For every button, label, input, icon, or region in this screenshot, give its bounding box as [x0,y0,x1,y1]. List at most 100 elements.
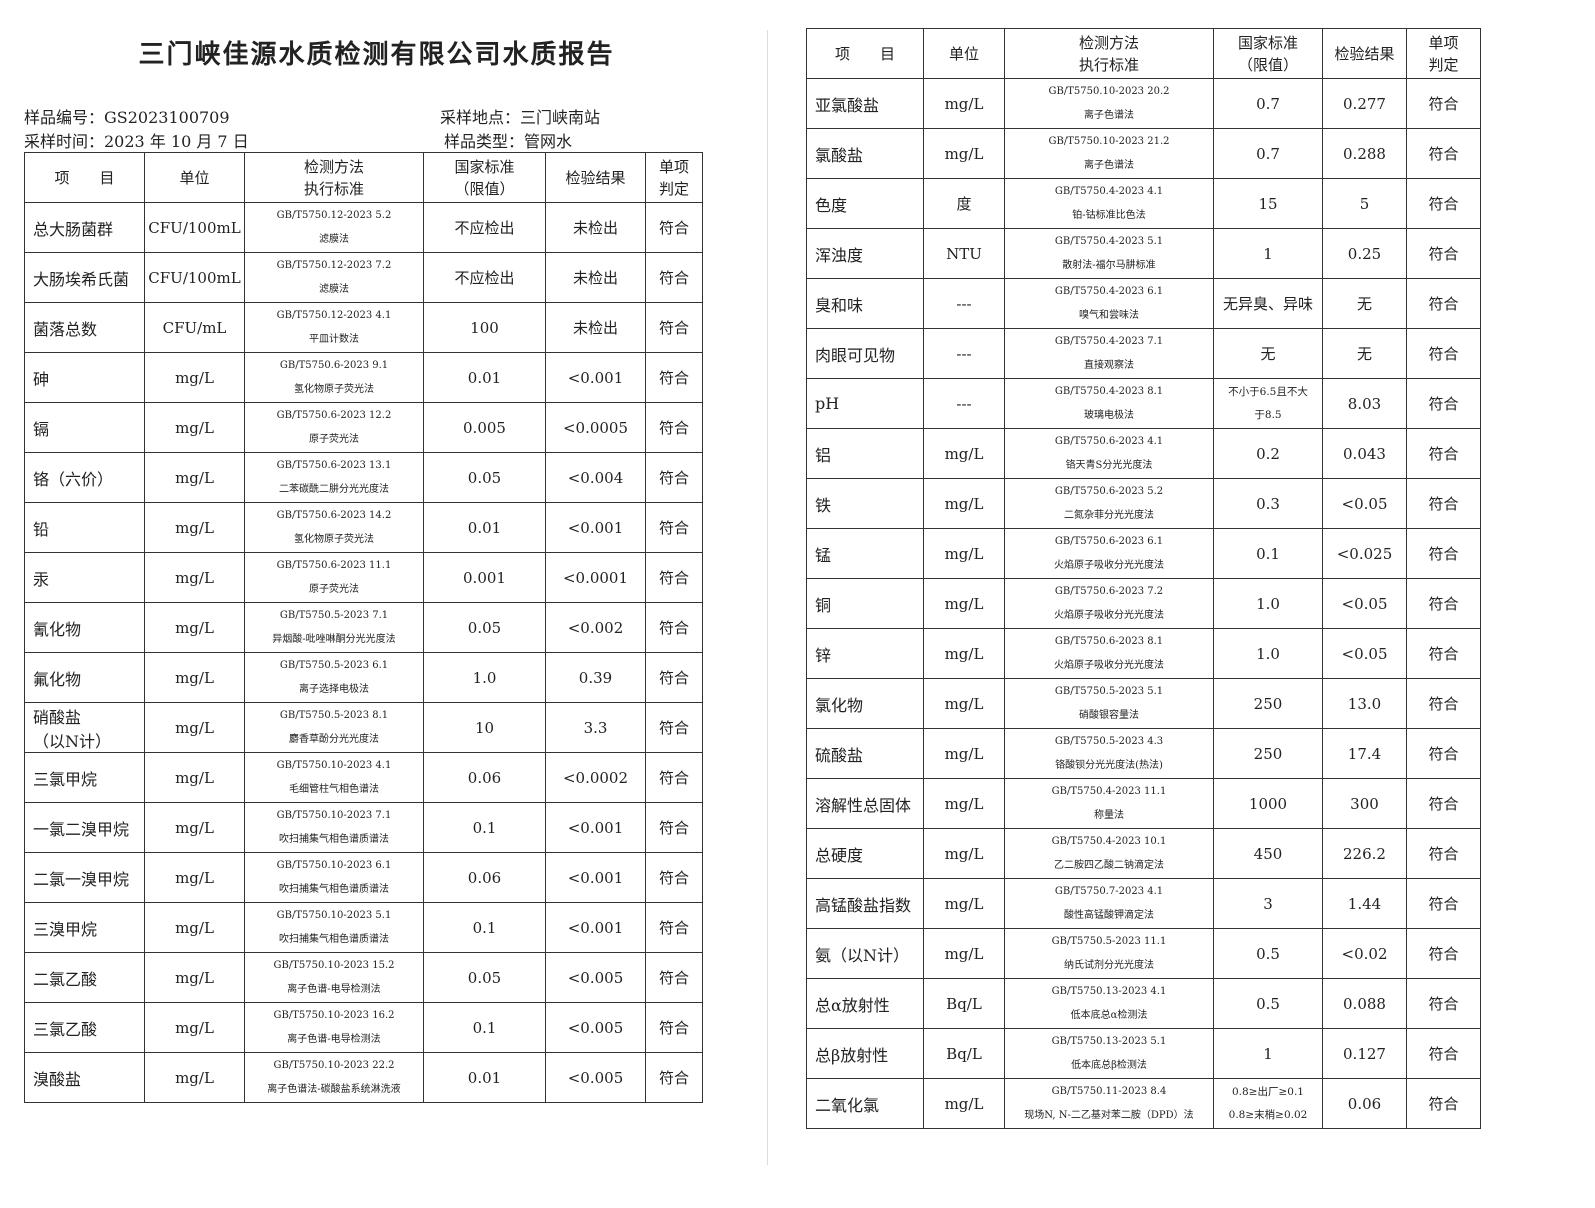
cell-unit: mg/L [144,502,245,553]
cell-standard-limit: 0.1 [423,802,546,853]
cell-result: 0.088 [1322,978,1407,1029]
table-row: 铬（六价） mg/L GB/T5750.6-2023 13.1 二苯碳酰二肼分光光度法… [24,452,703,503]
cell-method: GB/T5750.13-2023 5.1 低本底总β检测法 [1004,1028,1214,1079]
cell-item-name: 二氯乙酸 [24,952,145,1003]
table-row: 三氯甲烷 mg/L GB/T5750.10-2023 4.1 毛细管柱气相色谱法 0.0… [24,752,703,803]
table-row: 铝 mg/L GB/T5750.6-2023 4.1 铬天青S分光光度法 0.2 0.04… [806,428,1481,479]
cell-item-name: 三氯乙酸 [24,1002,145,1053]
header-unit: 单位 [144,152,245,203]
cell-result: 0.277 [1322,78,1407,129]
cell-standard-limit: 3 [1213,878,1323,929]
cell-result: 226.2 [1322,828,1407,879]
cell-method: GB/T5750.12-2023 7.2 滤膜法 [244,252,424,303]
table-row: 总α放射性 Bq/L GB/T5750.13-2023 4.1 低本底总α检测法 0.5… [806,978,1481,1029]
cell-unit: mg/L [144,652,245,703]
cell-unit: mg/L [144,702,245,753]
header-method: 检测方法 执行标准 [1004,28,1214,79]
cell-unit: CFU/100mL [144,252,245,303]
table-row: 硝酸盐 （以N计） mg/L GB/T5750.5-2023 8.1 麝香草酚分光光度法… [24,702,703,753]
table-row: 三氯乙酸 mg/L GB/T5750.10-2023 16.2 离子色谱-电导检测法 0… [24,1002,703,1053]
table-row: 锌 mg/L GB/T5750.6-2023 8.1 火焰原子吸收分光光度法 1.0 <0… [806,628,1481,679]
table-row: 总大肠菌群 CFU/100mL GB/T5750.12-2023 5.2 滤膜法 不应检… [24,202,703,253]
cell-item-name: 铁 [806,478,924,529]
cell-method: GB/T5750.6-2023 11.1 原子荧光法 [244,552,424,603]
cell-result: 0.39 [545,652,646,703]
table-row: 高锰酸盐指数 mg/L GB/T5750.7-2023 4.1 酸性高锰酸钾滴定法 3 1… [806,878,1481,929]
cell-method: GB/T5750.10-2023 5.1 吹扫捕集气相色谱质谱法 [244,902,424,953]
cell-result: <0.002 [545,602,646,653]
cell-unit: mg/L [144,1052,245,1103]
cell-method: GB/T5750.13-2023 4.1 低本底总α检测法 [1004,978,1214,1029]
cell-standard-limit: 100 [423,302,546,353]
table-row: 汞 mg/L GB/T5750.6-2023 11.1 原子荧光法 0.001 <0.00… [24,552,703,603]
cell-standard-limit: 无 [1213,328,1323,379]
cell-judgement: 符合 [1406,328,1481,379]
cell-standard-limit: 0.7 [1213,128,1323,179]
cell-item-name: 汞 [24,552,145,603]
results-table-right: 项 目单位 检测方法 执行标准 国家标准 （限值） 检验结果 单项 判定 亚氯酸盐 mg/L GB/… [806,28,1481,1129]
cell-unit: mg/L [923,478,1005,529]
header-method: 检测方法 执行标准 [244,152,424,203]
cell-unit: mg/L [144,952,245,1003]
cell-unit: mg/L [923,528,1005,579]
cell-item-name: 氟化物 [24,652,145,703]
cell-result: 0.043 [1322,428,1407,479]
cell-judgement: 符合 [1406,278,1481,329]
cell-judgement: 符合 [645,552,703,603]
cell-unit: --- [923,328,1005,379]
cell-standard-limit: 0.06 [423,852,546,903]
cell-item-name: 铅 [24,502,145,553]
cell-unit: mg/L [144,1002,245,1053]
cell-standard-limit: 0.7 [1213,78,1323,129]
header-unit: 单位 [923,28,1005,79]
cell-unit: mg/L [923,728,1005,779]
cell-standard-limit: 0.1 [1213,528,1323,579]
cell-standard-limit: 1 [1213,1028,1323,1079]
cell-standard-limit: 250 [1213,728,1323,779]
cell-unit: mg/L [144,752,245,803]
table-row: 砷 mg/L GB/T5750.6-2023 9.1 氢化物原子荧光法 0.01 <0.0… [24,352,703,403]
cell-unit: 度 [923,178,1005,229]
cell-item-name: 砷 [24,352,145,403]
cell-result: <0.05 [1322,628,1407,679]
cell-item-name: 铬（六价） [24,452,145,503]
cell-item-name: 总α放射性 [806,978,924,1029]
cell-standard-limit: 10 [423,702,546,753]
table-row: pH --- GB/T5750.4-2023 8.1 玻璃电极法 不小于6.5且不大 于8… [806,378,1481,429]
cell-unit: mg/L [144,452,245,503]
sample-time: 采样时间：2023 年 10 月 7 日 [24,132,249,151]
table-row: 氟化物 mg/L GB/T5750.5-2023 6.1 离子选择电极法 1.0 0.39… [24,652,703,703]
cell-item-name: 二氯一溴甲烷 [24,852,145,903]
cell-standard-limit: 0.01 [423,1052,546,1103]
cell-method: GB/T5750.4-2023 10.1 乙二胺四乙酸二钠滴定法 [1004,828,1214,879]
cell-item-name: 锰 [806,528,924,579]
cell-method: GB/T5750.10-2023 16.2 离子色谱-电导检测法 [244,1002,424,1053]
table-row: 铁 mg/L GB/T5750.6-2023 5.2 二氮杂菲分光光度法 0.3 <0.0… [806,478,1481,529]
cell-method: GB/T5750.10-2023 21.2 离子色谱法 [1004,128,1214,179]
cell-result: 0.127 [1322,1028,1407,1079]
cell-item-name: 肉眼可见物 [806,328,924,379]
table-row: 铜 mg/L GB/T5750.6-2023 7.2 火焰原子吸收分光光度法 1.0 <0… [806,578,1481,629]
cell-unit: Bq/L [923,1028,1005,1079]
cell-standard-limit: 0.5 [1213,978,1323,1029]
cell-result: 未检出 [545,302,646,353]
cell-standard-limit: 0.1 [423,1002,546,1053]
header-result: 检验结果 [1322,28,1407,79]
cell-unit: mg/L [923,778,1005,829]
cell-judgement: 符合 [645,302,703,353]
header-item-name: 项 目 [24,152,145,203]
cell-standard-limit: 0.3 [1213,478,1323,529]
cell-result: <0.005 [545,1052,646,1103]
cell-standard-limit: 不应检出 [423,252,546,303]
cell-unit: CFU/100mL [144,202,245,253]
cell-judgement: 符合 [1406,228,1481,279]
cell-method: GB/T5750.6-2023 7.2 火焰原子吸收分光光度法 [1004,578,1214,629]
sample-number: 样品编号：GS2023100709 [24,108,230,127]
cell-item-name: 一氯二溴甲烷 [24,802,145,853]
cell-method: GB/T5750.6-2023 9.1 氢化物原子荧光法 [244,352,424,403]
cell-result: <0.001 [545,352,646,403]
cell-item-name: 氯酸盐 [806,128,924,179]
cell-item-name: 铝 [806,428,924,479]
cell-judgement: 符合 [645,752,703,803]
cell-judgement: 符合 [1406,178,1481,229]
